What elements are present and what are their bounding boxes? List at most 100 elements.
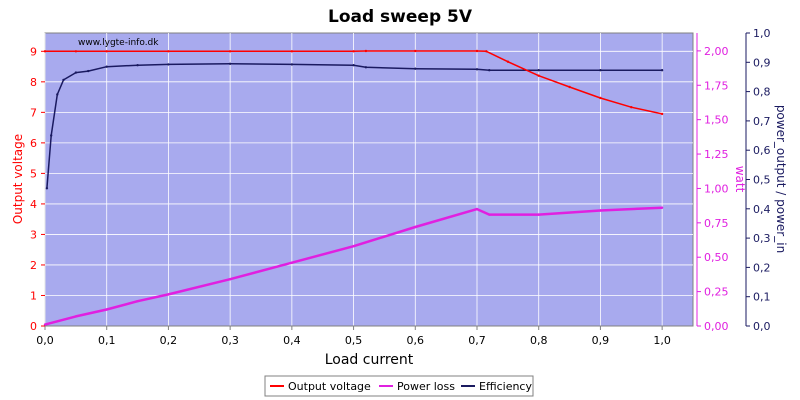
series-point-output-voltage-1 xyxy=(74,50,78,53)
legend-label-power-loss: Power loss xyxy=(397,380,455,393)
x-tick-label-9: 0,9 xyxy=(592,334,610,347)
y-mid-tick-label-2: 0,50 xyxy=(704,251,729,264)
series-point-output-voltage-5 xyxy=(290,50,294,53)
series-point-power-loss-10 xyxy=(488,213,491,216)
legend-label-output-voltage: Output voltage xyxy=(288,380,371,393)
legend-label-efficiency: Efficiency xyxy=(479,380,532,393)
x-tick-label-4: 0,4 xyxy=(283,334,301,347)
y-right-tick-label-1: 0,1 xyxy=(753,291,771,304)
y-right-tick-label-8: 0,8 xyxy=(753,86,771,99)
series-point-output-voltage-2 xyxy=(105,50,108,53)
y-right-tick-label-5: 0,5 xyxy=(753,174,771,187)
y-left-tick-label-5: 5 xyxy=(30,167,37,180)
y-left-tick-label-6: 6 xyxy=(30,137,37,150)
series-point-power-loss-2 xyxy=(105,308,108,311)
x-tick-label-1: 0,1 xyxy=(98,334,116,347)
series-point-output-voltage-9 xyxy=(475,49,479,53)
x-tick-label-6: 0,6 xyxy=(407,334,425,347)
watermark: www.lygte-info.dk xyxy=(78,38,159,48)
series-point-output-voltage-14 xyxy=(599,96,602,100)
series-point-power-loss-8 xyxy=(414,225,417,229)
chart-title: Load sweep 5V xyxy=(328,7,473,27)
series-point-efficiency-9 xyxy=(228,62,232,65)
series-point-efficiency-17 xyxy=(599,69,602,72)
series-point-efficiency-11 xyxy=(352,63,355,67)
series-point-output-voltage-7 xyxy=(364,49,368,53)
y-left-tick-label-9: 9 xyxy=(30,45,37,58)
y-right-tick-label-6: 0,6 xyxy=(753,144,771,157)
series-point-output-voltage-8 xyxy=(414,49,417,53)
series-point-efficiency-0 xyxy=(45,187,49,190)
series-point-output-voltage-6 xyxy=(352,50,355,53)
x-tick-label-8: 0,8 xyxy=(530,334,548,347)
series-point-power-loss-9 xyxy=(475,207,479,211)
y-mid-tick-label-3: 0,75 xyxy=(704,217,729,230)
y-left-tick-label-2: 2 xyxy=(30,259,37,272)
series-point-power-loss-4 xyxy=(167,293,170,296)
series-point-output-voltage-13 xyxy=(568,85,571,89)
y-right-axis-ticks: 0,0 0,1 0,2 0,3 0,4 0,5 0,6 0,7 0,8 0,9 1,0 xyxy=(746,27,771,333)
x-tick-label-2: 0,2 xyxy=(160,334,178,347)
y-mid-axis-ticks: 0,00 0,25 0,50 0,75 1,00 1,25 1,50 1,75 2,00 xyxy=(697,45,729,333)
y-mid-tick-label-5: 1,25 xyxy=(704,148,729,161)
series-point-output-voltage-16 xyxy=(660,112,664,116)
x-axis-title: Load current xyxy=(325,352,414,368)
series-point-efficiency-4 xyxy=(74,71,78,74)
series-point-output-voltage-11 xyxy=(506,60,510,63)
y-left-tick-label-7: 7 xyxy=(30,106,37,119)
x-tick-label-5: 0,5 xyxy=(345,334,363,347)
legend: Output voltage Power loss Efficiency xyxy=(264,375,534,397)
legend-box xyxy=(264,375,534,397)
y-mid-tick-label-8: 2,00 xyxy=(704,45,729,58)
series-point-efficiency-2 xyxy=(56,93,59,96)
y-right-axis-title: power_output / power_in xyxy=(774,105,788,253)
series-point-power-loss-12 xyxy=(599,209,602,212)
series-point-power-loss-7 xyxy=(352,245,355,248)
y-mid-tick-label-1: 0,25 xyxy=(704,286,729,299)
y-right-tick-label-9: 0,9 xyxy=(753,56,771,69)
series-point-efficiency-14 xyxy=(475,68,479,71)
y-left-axis-title: Output voltage xyxy=(11,134,25,224)
y-right-tick-label-3: 0,3 xyxy=(753,232,771,245)
series-point-efficiency-1 xyxy=(50,134,53,137)
x-tick-label-7: 0,7 xyxy=(468,334,486,347)
x-tick-label-3: 0,3 xyxy=(221,334,239,347)
series-point-power-loss-6 xyxy=(290,261,294,264)
y-mid-tick-label-6: 1,50 xyxy=(704,114,729,127)
y-mid-tick-label-4: 1,00 xyxy=(704,182,729,195)
series-point-output-voltage-4 xyxy=(228,50,232,53)
series-point-output-voltage-3 xyxy=(167,50,170,53)
y-left-tick-label-8: 8 xyxy=(30,76,37,89)
y-right-tick-label-7: 0,7 xyxy=(753,115,771,128)
series-point-power-loss-11 xyxy=(537,213,540,216)
y-left-tick-label-0: 0 xyxy=(30,320,37,333)
y-left-tick-label-3: 3 xyxy=(30,228,37,241)
y-right-tick-label-0: 0,0 xyxy=(753,320,771,333)
series-point-output-voltage-12 xyxy=(537,74,540,77)
y-left-tick-label-4: 4 xyxy=(30,198,37,211)
series-point-efficiency-15 xyxy=(488,69,491,72)
y-mid-tick-label-7: 1,75 xyxy=(704,79,729,92)
y-left-tick-label-1: 1 xyxy=(30,289,37,302)
series-point-efficiency-3 xyxy=(62,78,65,82)
y-mid-tick-label-0: 0,00 xyxy=(704,320,729,333)
x-axis-ticks: 0,0 0,1 0,2 0,3 0,4 0,5 0,6 0,7 0,8 0,9 1,0 xyxy=(36,326,671,347)
x-tick-label-0: 0,0 xyxy=(36,334,54,347)
series-point-efficiency-6 xyxy=(105,65,108,68)
series-point-efficiency-13 xyxy=(414,67,417,70)
plot-area xyxy=(44,32,694,327)
series-point-efficiency-8 xyxy=(167,63,170,66)
series-point-efficiency-7 xyxy=(136,63,139,67)
series-point-efficiency-5 xyxy=(87,69,90,73)
series-point-efficiency-16 xyxy=(537,69,540,72)
series-point-power-loss-13 xyxy=(660,206,664,209)
x-tick-label-10: 1,0 xyxy=(653,334,671,347)
y-left-axis-ticks: 0 1 2 3 4 5 6 7 8 9 xyxy=(30,45,45,333)
series-point-power-loss-0 xyxy=(43,323,47,326)
series-point-output-voltage-10 xyxy=(485,50,488,53)
y-right-tick-label-2: 0,2 xyxy=(753,261,771,274)
y-mid-axis-title: watt xyxy=(733,166,747,193)
series-point-power-loss-3 xyxy=(136,300,139,303)
y-right-tick-label-4: 0,4 xyxy=(753,203,771,216)
